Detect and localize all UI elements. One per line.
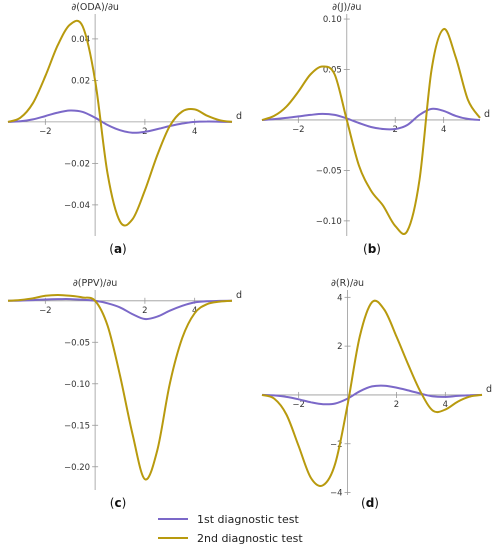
y-tick-label: −4 [330, 489, 343, 499]
panel-label: (a) [109, 242, 126, 256]
y-tick-label: 4 [337, 293, 342, 303]
x-tick-label: 2 [394, 400, 399, 410]
x-tick-label: 4 [192, 306, 197, 316]
x-tick-label: 2 [142, 306, 147, 316]
series-line-second [261, 299, 483, 488]
y-tick-label: −0.05 [64, 338, 90, 348]
y-tick-label: 0.04 [71, 35, 90, 45]
legend: 1st diagnostic test 2nd diagnostic test [158, 513, 303, 545]
x-tick-label: 4 [441, 125, 446, 135]
x-tick-label: −2 [39, 127, 52, 137]
x-tick-label: −2 [292, 400, 305, 410]
y-tick-label: −0.10 [64, 380, 90, 390]
y-tick-label: 0.10 [323, 15, 342, 25]
series-line-first [261, 107, 481, 131]
series-line-first [7, 109, 233, 134]
x-axis-title: d [236, 290, 242, 301]
x-axis-title: d [486, 384, 492, 395]
chart-panel-c: −2 2 4 −0.05 −0.10 −0.15 −0.20 ∂(PPV)/∂u d (c) [7, 278, 242, 510]
chart-panel-a: −2 2 40.040.02−0.02−0.04∂(ODA)/∂ud(a) [7, 2, 242, 256]
x-tick-label: −2 [292, 125, 305, 135]
panel-letter: a [114, 242, 122, 256]
panel-label: (c) [110, 496, 127, 510]
x-tick-label: 4 [443, 400, 448, 410]
series-line-second [7, 293, 233, 481]
panel-label: (d) [361, 496, 379, 510]
x-tick-label: −2 [39, 306, 52, 316]
y-axis-title: ∂(J)/∂u [332, 2, 361, 13]
series-line-second [261, 28, 481, 235]
y-tick-label: −0.10 [316, 217, 342, 227]
panel-letter: d [366, 496, 375, 510]
legend-label-second: 2nd diagnostic test [197, 532, 303, 545]
x-axis-title: d [484, 109, 490, 120]
y-axis-title: ∂(PPV)/∂u [73, 278, 117, 289]
legend-label-first: 1st diagnostic test [197, 513, 299, 526]
y-tick-label: −0.02 [64, 159, 90, 169]
y-tick-label: −0.15 [64, 421, 90, 431]
series-line-second [7, 19, 233, 227]
x-tick-label: 4 [192, 127, 197, 137]
series-line-first [261, 384, 483, 406]
panel-label: (b) [363, 242, 381, 256]
y-tick-label: −0.05 [316, 166, 342, 176]
y-tick-label: 2 [337, 342, 342, 352]
chart-panel-d: −2 2 442−2−4∂(R)/∂ud(d) [261, 278, 492, 510]
y-tick-label: −2 [330, 440, 343, 450]
y-axis-title: ∂(R)/∂u [331, 278, 364, 289]
y-axis-title: ∂(ODA)/∂u [71, 2, 119, 13]
panel-letter: b [368, 242, 377, 256]
y-tick-label: 0.02 [71, 76, 90, 86]
chart-panel-b: −2 2 40.100.05−0.05−0.10∂(J)/∂ud(b) [261, 2, 490, 256]
y-tick-label: −0.04 [64, 201, 90, 211]
y-tick-label: −0.20 [64, 463, 90, 473]
panel-letter: c [114, 496, 121, 510]
series-line-first [7, 298, 233, 321]
x-axis-title: d [236, 111, 242, 122]
